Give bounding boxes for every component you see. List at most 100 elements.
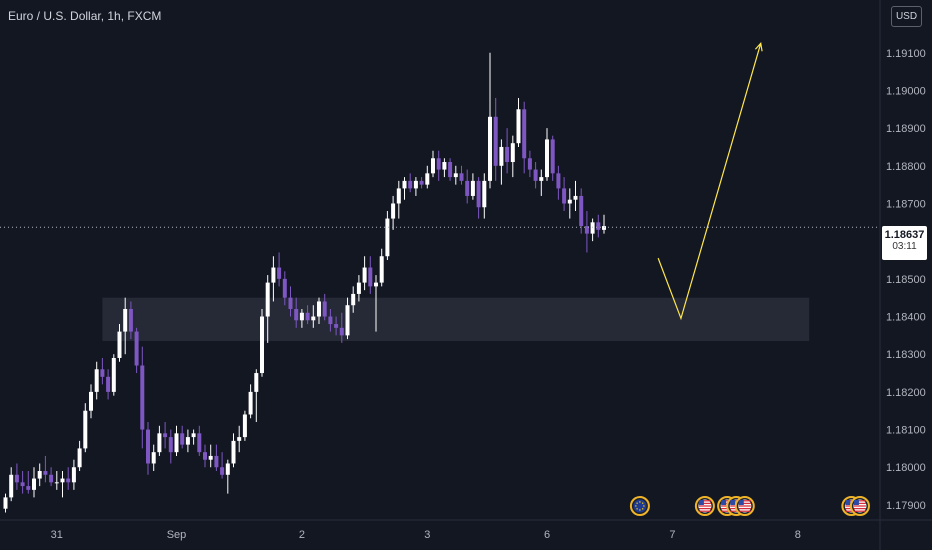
candle-body — [539, 177, 544, 181]
us-stripe — [845, 500, 858, 502]
candle — [208, 444, 213, 468]
currency-button[interactable]: USD — [891, 6, 922, 27]
candle — [294, 297, 299, 328]
eu-flag-icon[interactable] — [629, 496, 650, 516]
candle-body — [14, 474, 19, 483]
candle — [579, 188, 584, 234]
candle-body — [533, 169, 538, 181]
candle-body — [43, 471, 48, 475]
candle-body — [174, 433, 179, 453]
candle — [111, 354, 116, 396]
candle-body — [54, 482, 59, 484]
candle-body — [545, 139, 549, 178]
candle — [391, 195, 396, 230]
candle-body — [197, 433, 202, 453]
candle — [505, 128, 510, 174]
us-flag-icon[interactable] — [849, 496, 870, 516]
candle-body — [37, 471, 42, 479]
candle-body — [436, 158, 441, 170]
us-canton — [721, 500, 727, 505]
y-tick-label: 1.18100 — [886, 425, 926, 437]
candle — [77, 440, 82, 472]
candle-body — [345, 305, 350, 336]
us-stripe — [853, 500, 866, 502]
us-canton — [853, 500, 859, 505]
us-stripe — [738, 505, 751, 507]
candle-body — [271, 267, 276, 283]
y-tick-label: 1.19100 — [886, 48, 926, 60]
us-stripe — [698, 500, 711, 502]
us-canton — [730, 500, 736, 505]
candle-body — [596, 222, 601, 230]
candle — [117, 324, 122, 362]
candle-body — [100, 369, 105, 377]
candle-body — [362, 267, 367, 283]
candle-body — [556, 173, 561, 189]
candle-body — [140, 365, 145, 430]
us-flag-icon[interactable] — [694, 496, 715, 516]
candle-body — [402, 180, 407, 189]
x-tick-label: 6 — [544, 529, 550, 541]
candle — [374, 275, 378, 332]
candle — [49, 467, 54, 487]
candle — [151, 444, 156, 472]
us-canton — [698, 500, 704, 505]
candle — [163, 422, 168, 449]
candle — [106, 369, 111, 400]
candle — [299, 308, 304, 328]
candle-body — [225, 463, 230, 475]
candle — [356, 275, 361, 302]
candle — [174, 425, 179, 456]
us-canton — [845, 500, 851, 505]
candle — [60, 471, 65, 498]
candle — [539, 169, 544, 196]
candle-body — [146, 429, 150, 464]
candle-body — [459, 173, 464, 181]
candle-body — [573, 195, 578, 200]
y-tick-label: 1.18200 — [886, 387, 926, 399]
candle-body — [288, 297, 293, 309]
candle — [123, 297, 128, 355]
candle — [453, 165, 458, 185]
candle — [413, 177, 418, 196]
candle — [3, 493, 8, 513]
us-flag-icon[interactable] — [734, 496, 755, 516]
candle-body — [476, 180, 481, 208]
y-tick-label: 1.19000 — [886, 85, 926, 97]
candle-body — [419, 180, 424, 185]
us-stripe — [853, 510, 866, 512]
candle — [419, 177, 424, 189]
eu-star — [635, 505, 637, 507]
candle — [14, 463, 19, 490]
candle-body — [499, 146, 504, 166]
us-stripe — [853, 502, 866, 505]
x-tick-label: 2 — [299, 529, 305, 541]
current-price-value: 1.18637 — [884, 229, 925, 241]
us-stripe — [698, 505, 711, 507]
candle — [584, 211, 589, 253]
candle-body — [89, 391, 93, 411]
symbol-title[interactable]: Euro / U.S. Dollar, 1h, FXCM — [8, 9, 162, 23]
candle — [157, 425, 162, 456]
candle-body — [260, 316, 264, 374]
support-zone-box — [102, 297, 810, 342]
candle-body — [482, 180, 487, 208]
candle — [83, 403, 88, 453]
candle-body — [448, 162, 453, 178]
candle-body — [488, 116, 492, 181]
candle-body — [26, 486, 31, 490]
projection-path — [657, 43, 762, 321]
candle — [254, 369, 259, 423]
candle — [180, 425, 185, 449]
candle-body — [134, 331, 139, 366]
candle — [573, 180, 578, 212]
candle-body — [66, 478, 71, 483]
candle-body — [128, 308, 133, 332]
candle — [26, 471, 31, 494]
candle-body — [396, 188, 401, 204]
candle — [20, 471, 25, 494]
candle-body — [505, 146, 510, 163]
candle-body — [311, 316, 316, 321]
